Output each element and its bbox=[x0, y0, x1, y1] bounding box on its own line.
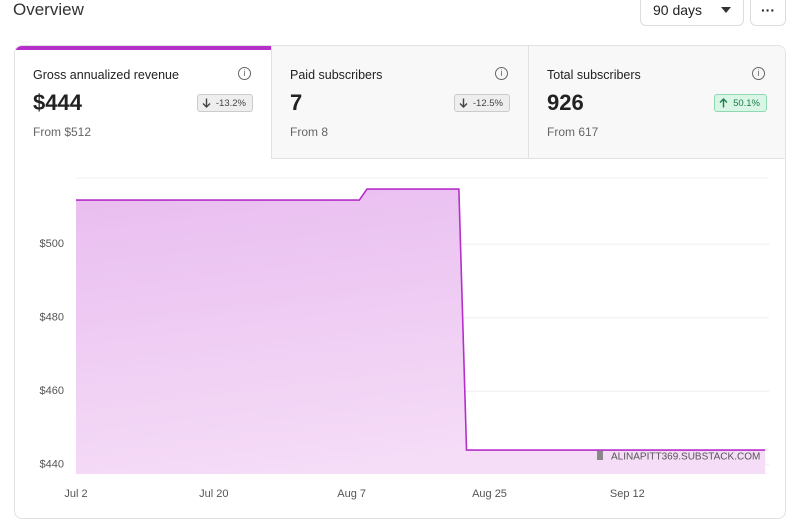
area bbox=[76, 189, 766, 474]
change-text: 50.1% bbox=[733, 97, 760, 109]
more-button[interactable]: ··· bbox=[750, 0, 786, 26]
x-tick-label: Jul 20 bbox=[199, 488, 228, 500]
info-icon: i bbox=[752, 67, 765, 80]
change-badge: -13.2% bbox=[196, 94, 253, 112]
arrow-icon bbox=[459, 98, 468, 108]
card-title: Total subscribers bbox=[547, 68, 641, 82]
card-value: 926 bbox=[547, 90, 584, 115]
y-tick-label: $460 bbox=[40, 385, 64, 397]
x-tick-label: Aug 25 bbox=[472, 488, 507, 500]
x-tick-label: Aug 7 bbox=[337, 488, 366, 500]
overview-panel: Gross annualized revenue i $444 -13.2% From … bbox=[14, 45, 786, 519]
card-from: From 8 bbox=[290, 125, 329, 139]
card-title: Gross annualized revenue bbox=[33, 68, 179, 82]
stat-card[interactable]: Gross annualized revenue i $444 -13.2% From … bbox=[15, 46, 272, 159]
card-value: $444 bbox=[33, 90, 82, 115]
x-tick-label: Jul 2 bbox=[64, 488, 87, 500]
arrow-icon bbox=[202, 98, 211, 108]
line bbox=[76, 188, 766, 451]
change-text: -12.5% bbox=[472, 97, 503, 109]
card-value: 7 bbox=[290, 90, 303, 115]
stat-card: Total subscribers i 926 50.1% From 617 bbox=[529, 46, 785, 159]
y-tick-label: $500 bbox=[40, 238, 64, 250]
change-text: -13.2% bbox=[215, 97, 246, 109]
page-title: Overview bbox=[13, 0, 84, 19]
x-tick-label: Sep 12 bbox=[610, 488, 645, 500]
caret-icon bbox=[721, 7, 731, 13]
stat-card: Paid subscribers i 7 -12.5% From 8 bbox=[272, 46, 529, 159]
chart: $440 $460 $480 $500 Jul 2 Jul 20 Aug 7 Aug 25 Se… bbox=[40, 177, 769, 500]
period-label: 90 days bbox=[653, 2, 703, 18]
watermark-icon bbox=[597, 451, 603, 460]
info-icon: i bbox=[495, 67, 508, 80]
info-icon: i bbox=[238, 67, 251, 80]
card-from: From $512 bbox=[33, 125, 92, 139]
card-title: Paid subscribers bbox=[290, 68, 383, 82]
y-tick-label: $440 bbox=[40, 459, 64, 471]
y-tick-label: $480 bbox=[40, 312, 64, 324]
arrow-icon bbox=[719, 98, 728, 108]
change-badge: 50.1% bbox=[714, 94, 767, 112]
watermark: ALINAPITT369.SUBSTACK.COM bbox=[611, 452, 760, 463]
period-select[interactable]: 90 days bbox=[640, 0, 744, 26]
card-from: From 617 bbox=[547, 125, 599, 139]
change-badge: -12.5% bbox=[453, 94, 510, 112]
